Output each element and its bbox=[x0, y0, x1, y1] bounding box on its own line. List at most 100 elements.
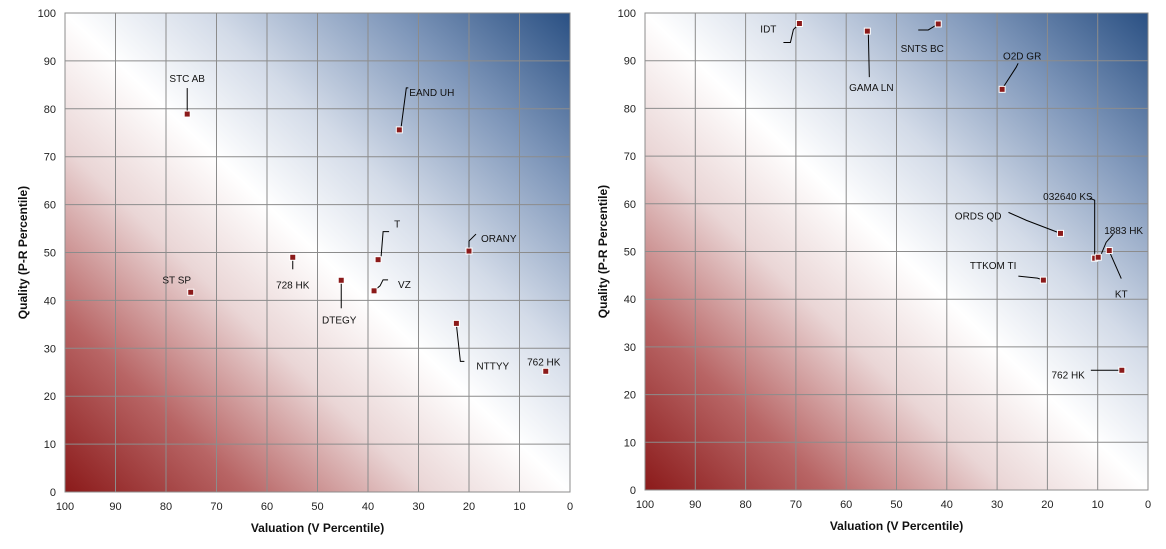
point-marker bbox=[1105, 247, 1113, 255]
point-label: T bbox=[394, 220, 400, 231]
point-label: 1883 HK bbox=[1104, 226, 1143, 237]
point-label: STC AB bbox=[169, 74, 205, 85]
label-leader-line bbox=[1008, 211, 1061, 234]
data-point: STC AB bbox=[169, 74, 205, 118]
data-points: IDT GAMA LN SNTS BC O2D GR ORDS QD 032640 KS 1… bbox=[760, 19, 1143, 381]
y-tick-label: 0 bbox=[630, 485, 636, 497]
point-marker bbox=[187, 288, 195, 296]
point-label: VZ bbox=[398, 280, 411, 291]
y-tick-label: 60 bbox=[624, 199, 636, 211]
point-marker bbox=[542, 367, 550, 375]
x-tick-label: 80 bbox=[739, 499, 751, 511]
y-tick-label: 0 bbox=[50, 487, 56, 499]
gridlines bbox=[644, 12, 1149, 491]
point-marker bbox=[370, 287, 378, 295]
data-point: 762 HK bbox=[527, 357, 561, 375]
data-point: NTTYY bbox=[452, 319, 509, 372]
y-tick-label: 50 bbox=[44, 248, 56, 260]
point-marker bbox=[374, 256, 382, 264]
y-tick-label: 70 bbox=[44, 152, 56, 164]
data-point: EAND UH bbox=[395, 87, 454, 134]
y-tick-label: 30 bbox=[624, 342, 636, 354]
y-tick-label: 60 bbox=[44, 200, 56, 212]
data-point: ST SP bbox=[162, 275, 195, 296]
data-points: STC AB EAND UH T ORANY 728 HK ST SP DTEGY VZ NTT… bbox=[162, 74, 561, 375]
point-marker bbox=[1118, 366, 1126, 374]
point-label: IDT bbox=[760, 24, 776, 35]
x-tick-label: 10 bbox=[513, 501, 525, 513]
x-tick-label: 80 bbox=[160, 501, 172, 513]
point-marker bbox=[795, 19, 803, 27]
data-point: GAMA LN bbox=[849, 27, 894, 94]
x-tick-label: 100 bbox=[56, 501, 74, 513]
x-tick-label: 0 bbox=[567, 501, 573, 513]
x-tick-labels: 100 90 80 70 60 50 40 30 20 10 0 bbox=[636, 499, 1151, 511]
x-tick-label: 50 bbox=[311, 501, 323, 513]
y-tick-label: 100 bbox=[618, 8, 636, 20]
y-tick-label: 80 bbox=[44, 104, 56, 116]
point-marker bbox=[863, 27, 871, 35]
y-tick-label: 100 bbox=[38, 8, 56, 20]
point-marker bbox=[1039, 276, 1047, 284]
left-scatter-panel: 100 90 80 70 60 50 40 30 20 10 0 01020304050607080… bbox=[16, 8, 573, 535]
data-point: 728 HK bbox=[276, 253, 310, 291]
x-axis-title: Valuation (V Percentile) bbox=[251, 521, 384, 535]
x-tick-label: 20 bbox=[463, 501, 475, 513]
y-axis-title: Quality (P-R Percentile) bbox=[596, 185, 610, 318]
x-tick-label: 50 bbox=[890, 499, 902, 511]
x-tick-label: 90 bbox=[109, 501, 121, 513]
point-marker bbox=[934, 20, 942, 28]
y-axis-title: Quality (P-R Percentile) bbox=[16, 186, 30, 319]
point-label: 762 HK bbox=[1051, 370, 1085, 381]
data-point: O2D GR bbox=[998, 51, 1041, 93]
point-label: 032640 KS bbox=[1043, 192, 1093, 203]
point-marker bbox=[1056, 229, 1064, 237]
point-label: 762 HK bbox=[527, 357, 561, 368]
x-tick-labels: 100 90 80 70 60 50 40 30 20 10 0 bbox=[56, 501, 573, 513]
point-label: SNTS BC bbox=[901, 44, 944, 55]
y-tick-label: 90 bbox=[44, 56, 56, 68]
data-point: DTEGY bbox=[322, 276, 357, 326]
x-tick-label: 30 bbox=[991, 499, 1003, 511]
data-point: KT bbox=[1105, 247, 1128, 301]
y-tick-label: 40 bbox=[624, 294, 636, 306]
data-point: VZ bbox=[370, 279, 411, 295]
x-tick-label: 10 bbox=[1092, 499, 1104, 511]
y-tick-label: 10 bbox=[44, 439, 56, 451]
point-label: KT bbox=[1115, 290, 1128, 301]
point-marker bbox=[465, 247, 473, 255]
plot-frame bbox=[644, 12, 1149, 491]
point-label: ORANY bbox=[481, 234, 517, 245]
x-tick-label: 70 bbox=[790, 499, 802, 511]
data-point: ORANY bbox=[465, 233, 517, 255]
x-tick-label: 90 bbox=[689, 499, 701, 511]
data-point: IDT bbox=[760, 19, 803, 43]
data-point: SNTS BC bbox=[901, 20, 944, 55]
point-marker bbox=[998, 85, 1006, 93]
point-marker bbox=[289, 253, 297, 261]
point-label: GAMA LN bbox=[849, 83, 893, 94]
point-label: ST SP bbox=[162, 275, 191, 286]
x-tick-label: 30 bbox=[412, 501, 424, 513]
plot-frame bbox=[64, 12, 571, 493]
data-point: 1883 HK bbox=[1094, 226, 1143, 261]
y-tick-labels: 0 10 20 30 40 50 60 70 80 90 100 bbox=[618, 8, 636, 497]
x-tick-label: 0 bbox=[1145, 499, 1151, 511]
y-tick-label: 20 bbox=[44, 391, 56, 403]
point-marker bbox=[452, 319, 460, 327]
point-label: DTEGY bbox=[322, 315, 357, 326]
x-tick-label: 60 bbox=[261, 501, 273, 513]
data-point: 762 HK bbox=[1051, 366, 1126, 381]
data-point: TTKOM TI bbox=[970, 261, 1047, 284]
point-marker bbox=[183, 110, 191, 118]
gridlines bbox=[64, 12, 571, 493]
x-tick-label: 40 bbox=[941, 499, 953, 511]
point-label: ORDS QD bbox=[955, 211, 1002, 222]
point-label: O2D GR bbox=[1003, 51, 1041, 62]
data-point: T bbox=[374, 220, 400, 264]
x-tick-label: 20 bbox=[1041, 499, 1053, 511]
point-label: NTTYY bbox=[476, 361, 509, 372]
point-label: 728 HK bbox=[276, 280, 310, 291]
label-leader-line bbox=[1089, 197, 1096, 259]
